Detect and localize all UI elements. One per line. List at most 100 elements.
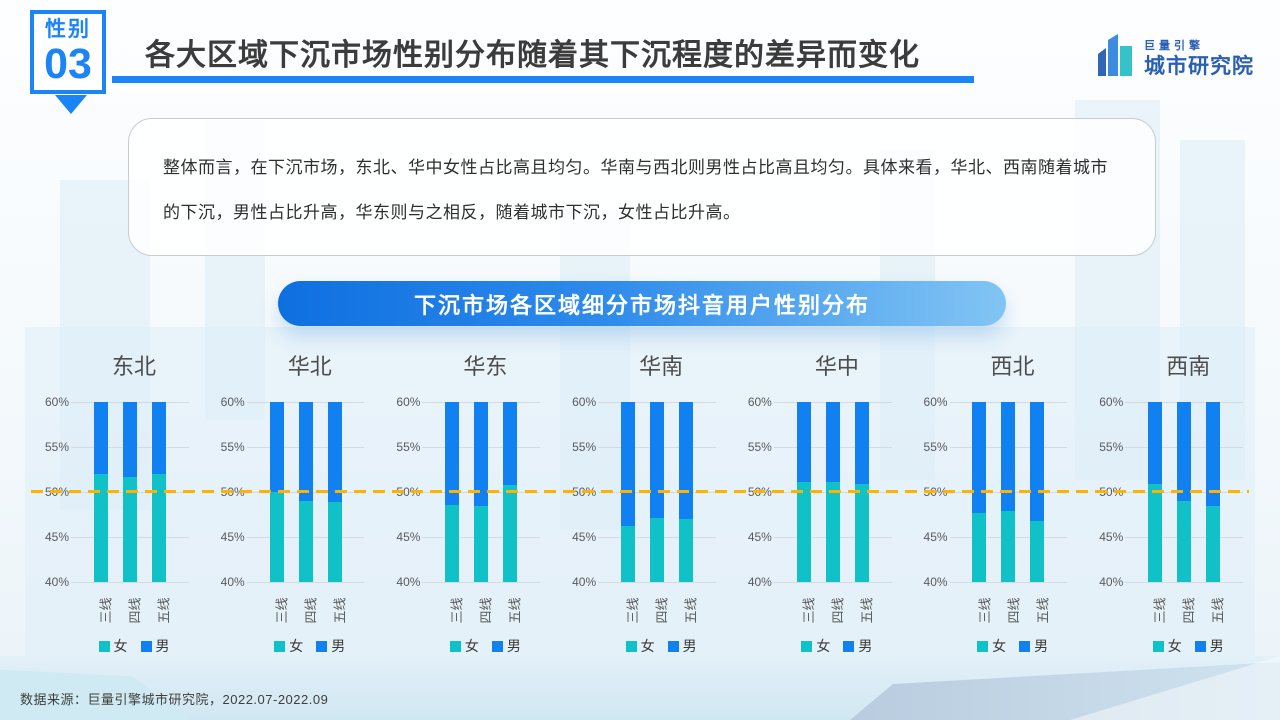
bar-male-segment [445,402,460,505]
legend-item-女: 女 [801,636,830,656]
gridline [246,582,365,583]
legend-male-swatch [1194,640,1206,652]
bar-male-segment [1177,402,1192,501]
x-axis-label-text: 三线 [274,596,290,624]
bar-female-segment [269,492,284,582]
bar-group [71,402,189,582]
legend-item-男: 男 [1019,636,1048,656]
legend-label: 女 [464,638,479,654]
legend-item-女: 女 [1152,636,1182,656]
x-axis-label: 五线 [1210,586,1226,634]
y-tick-label: 60% [923,395,948,409]
x-axis-label: 四线 [830,586,846,634]
brand-logo: 巨量引擎 城市研究院 [1094,30,1254,78]
x-axis-label-text: 五线 [156,596,172,624]
x-axis-label-text: 四线 [303,596,319,624]
stacked-bar-五线 [1206,402,1221,582]
stacked-bar-四线 [122,402,137,582]
x-axis-label-text: 三线 [977,596,993,624]
x-axis-label-text: 五线 [1035,596,1051,624]
x-axis-label-text: 五线 [683,596,699,624]
bar-female-segment [1177,501,1192,582]
plot-area [598,402,716,583]
bar-group [598,402,716,582]
y-axis: 60%55%50%45%40% [912,395,950,589]
y-tick-label: 60% [44,395,69,409]
chart-title-text: 下沉市场各区域细分市场抖音用户性别分布 [413,292,870,318]
badge-pointer-triangle [55,95,87,114]
legend-label: 男 [155,638,170,654]
bar-female-segment [620,526,635,582]
brand-logo-text: 巨量引擎 城市研究院 [1144,37,1254,78]
chart-body: 60%55%50%45%40% [560,395,728,589]
reference-line-50-percent [31,490,1249,493]
stacked-bar-三线 [796,402,811,582]
x-axis-label: 四线 [1006,586,1021,634]
y-tick-label: 40% [1099,575,1124,589]
legend-male-swatch [140,640,152,652]
y-tick-label: 55% [396,440,421,454]
legend-item-女: 女 [449,636,479,656]
x-axis-label: 三线 [98,586,114,634]
legend-label: 女 [289,638,304,654]
x-axis-label: 四线 [654,586,670,634]
gridline [422,582,541,583]
bar-male-segment [1030,402,1045,521]
bar-group [247,402,365,582]
legend-item-女: 女 [274,636,303,656]
bar-male-segment [649,402,664,519]
y-tick-label: 45% [1099,530,1124,544]
x-axis-label-text: 四线 [127,596,143,624]
y-tick-label: 45% [44,530,69,544]
legend-label: 男 [858,638,873,654]
bar-male-segment [854,402,869,484]
section-badge-label: 性别 [45,17,91,41]
bar-female-segment [298,501,313,582]
legend-item-男: 男 [843,636,872,656]
x-axis-labels: 三线 四线 五线 [430,586,540,634]
legend-male-swatch [1019,640,1031,652]
x-axis-label-text: 四线 [830,596,846,624]
x-axis-label: 三线 [625,586,641,634]
chart-legend: 女男 [958,636,1068,656]
region-title: 华中 [814,354,859,379]
legend-label: 女 [816,638,831,654]
summary-note-box: 整体而言，在下沉市场，东北、华中女性占比高且均匀。华南与西北则男性占比高且均匀。… [128,118,1156,256]
y-tick-label: 55% [1099,440,1124,454]
legend-label: 男 [1209,638,1224,654]
legend-label: 男 [331,638,346,654]
legend-label: 女 [1167,638,1182,654]
y-tick-label: 45% [747,530,772,544]
y-tick-label: 40% [923,575,948,589]
legend-item-男: 男 [491,636,521,656]
page-title: 各大区域下沉市场性别分布随着其下沉程度的差异而变化 [145,39,920,72]
bar-female-segment [151,474,166,582]
x-axis-label: 三线 [801,586,816,634]
brand-name-small: 巨量引擎 [1144,39,1204,52]
region-title: 东北 [111,354,156,379]
bar-male-segment [269,402,284,492]
legend-female-swatch [1152,640,1164,652]
x-axis-label-text: 三线 [625,596,641,624]
bar-male-segment [151,402,166,474]
title-underline [112,76,974,83]
summary-note-text: 整体而言，在下沉市场，东北、华中女性占比高且均匀。华南与西北则男性占比高且均匀。… [163,158,1108,222]
x-axis-label: 三线 [977,586,993,634]
x-axis-label-text: 三线 [98,596,114,624]
x-axis-label: 五线 [683,586,699,634]
y-tick-label: 40% [220,575,245,589]
region-title: 华东 [463,354,508,379]
y-tick-label: 55% [44,440,69,454]
legend-male-swatch [843,640,855,652]
stacked-bar-三线 [445,402,460,582]
legend-item-男: 男 [667,636,697,656]
gridline [949,582,1068,583]
bar-female-segment [474,506,489,582]
x-axis-label: 四线 [127,586,143,634]
x-axis-labels: 三线 四线 五线 [79,586,189,634]
bar-female-segment [854,483,869,582]
y-tick-label: 45% [923,530,948,544]
x-axis-label-text: 三线 [1152,596,1168,624]
